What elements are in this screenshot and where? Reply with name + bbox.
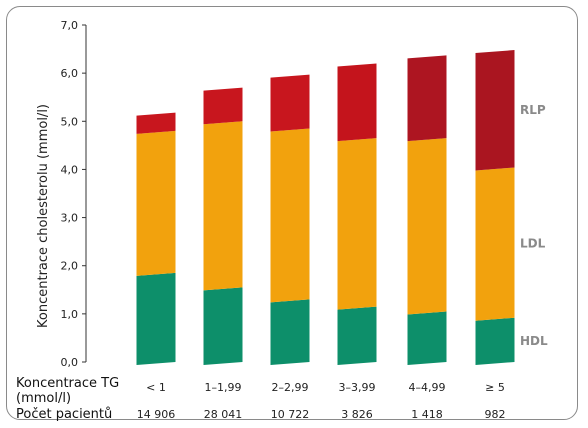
bar-segment-ldl <box>407 138 447 315</box>
category-label: 2–2,99 <box>272 381 309 394</box>
legend-labels: HDL LDL RLP <box>520 103 548 348</box>
bar-segment-hdl <box>407 311 447 365</box>
patients-count: 10 722 <box>271 408 310 421</box>
category-label: 3–3,99 <box>339 381 376 394</box>
bar-segment-hdl <box>270 299 310 365</box>
patients-count: 1 418 <box>411 408 443 421</box>
y-tick-label: 7,0 <box>61 19 79 32</box>
y-tick-label: 2,0 <box>61 260 79 273</box>
bar-segment-rlp <box>270 74 310 132</box>
y-tick-label: 4,0 <box>61 163 79 176</box>
bars-group <box>136 50 515 365</box>
bar-segment-ldl <box>203 121 243 291</box>
bar-segment-hdl <box>337 306 377 365</box>
patients-row-label: Počet pacientů <box>16 407 112 422</box>
bar-segment-rlp <box>407 55 447 142</box>
category-label: 4–4,99 <box>409 381 446 394</box>
category-row-unit: (mmol/l) <box>16 391 71 406</box>
category-label: < 1 <box>146 381 166 394</box>
bar-segment-ldl <box>475 167 515 321</box>
y-tick-label: 5,0 <box>61 115 79 128</box>
y-axis: 0,0 1,0 2,0 3,0 4,0 5,0 6,0 7,0 <box>61 19 87 369</box>
category-label: 1–1,99 <box>205 381 242 394</box>
y-tick-label: 1,0 <box>61 308 79 321</box>
patients-count: 982 <box>485 408 506 421</box>
bar-segment-hdl <box>136 272 176 365</box>
y-tick-label: 0,0 <box>61 356 79 369</box>
patients-count: 3 826 <box>341 408 373 421</box>
bar-segment-rlp <box>203 87 243 125</box>
category-label: ≥ 5 <box>485 381 505 394</box>
y-axis-label: Koncentrace cholesterolu (mmol/l) <box>36 104 51 328</box>
category-row-label: Koncentrace TG <box>16 376 119 391</box>
category-rows: Koncentrace TG (mmol/l) Počet pacientů <… <box>16 376 506 422</box>
bar-segment-hdl <box>203 287 243 365</box>
bar-segment-rlp <box>136 112 176 134</box>
legend-label-ldl: LDL <box>520 237 546 251</box>
bar-segment-ldl <box>136 130 176 276</box>
legend-label-rlp: RLP <box>520 103 546 117</box>
bar-segment-rlp <box>337 63 377 142</box>
bar-segment-hdl <box>475 317 515 365</box>
bar-segment-rlp <box>475 50 515 171</box>
legend-label-hdl: HDL <box>520 334 548 348</box>
patients-count: 28 041 <box>204 408 243 421</box>
y-tick-label: 3,0 <box>61 212 79 225</box>
y-tick-label: 6,0 <box>61 67 79 80</box>
bar-segment-ldl <box>337 138 377 310</box>
bar-segment-ldl <box>270 128 310 303</box>
patients-count: 14 906 <box>137 408 176 421</box>
